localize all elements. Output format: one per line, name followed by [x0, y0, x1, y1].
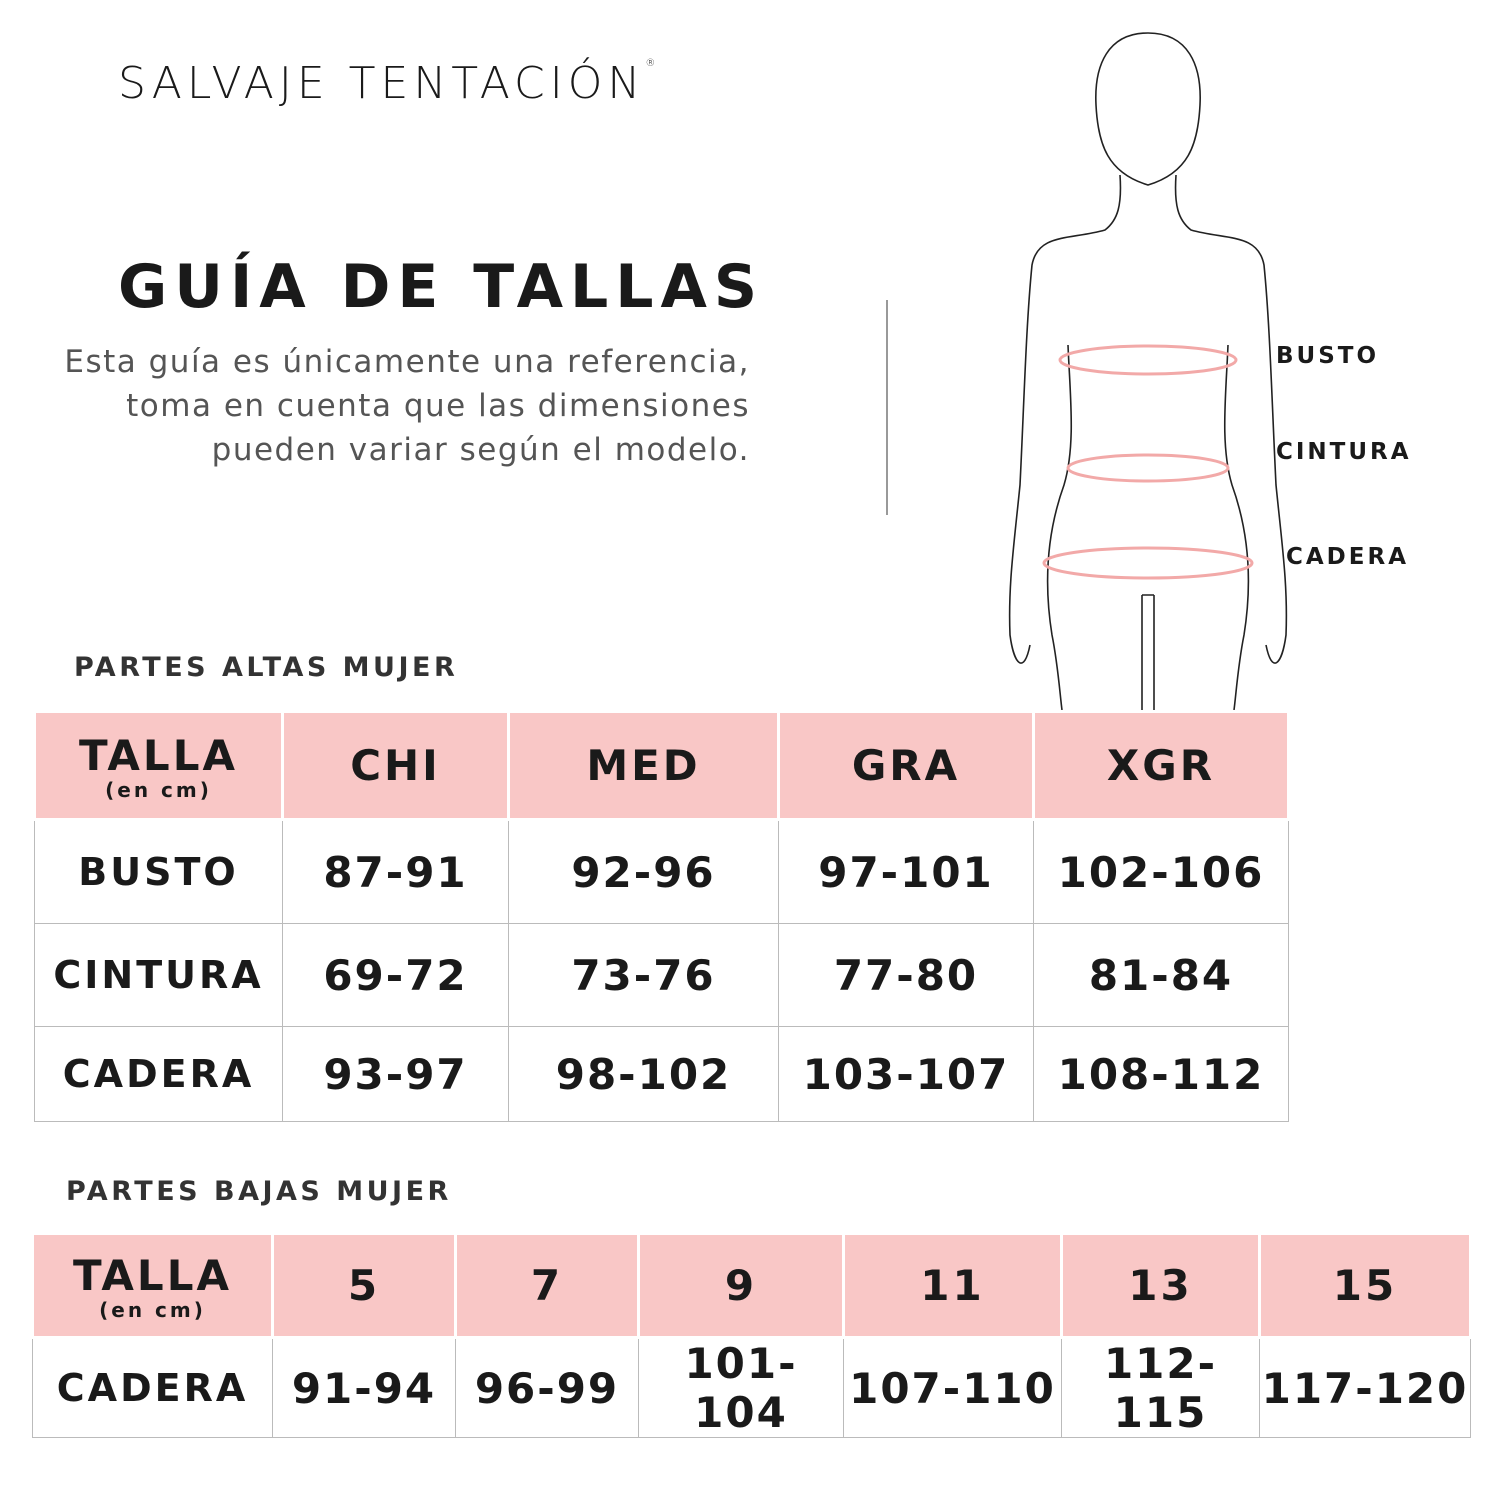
column-header: 13 — [1060, 1232, 1261, 1339]
description: Esta guía es únicamente una referencia, … — [64, 344, 750, 468]
table-cell: 73-76 — [508, 923, 779, 1027]
page-title: GUÍA DE TALLAS — [118, 252, 765, 322]
row-label: CADERA — [34, 1026, 283, 1122]
table-cell: 108-112 — [1033, 1026, 1289, 1122]
brand-name: SALVAJE TENTACIÓN — [118, 58, 646, 109]
table-header-row: TALLA (en cm) CHI MED GRA XGR — [33, 710, 1290, 821]
upper-section-title: PARTES ALTAS MUJER — [74, 652, 459, 683]
table-cell: 97-101 — [778, 819, 1034, 924]
table-cell: 91-94 — [272, 1337, 456, 1438]
hip-measure-ring — [1042, 546, 1254, 580]
table-cell: 112-115 — [1061, 1337, 1260, 1438]
table-cell: 92-96 — [508, 819, 779, 924]
column-header: CHI — [281, 710, 510, 821]
lower-section-title: PARTES BAJAS MUJER — [66, 1176, 452, 1207]
table-cell: 98-102 — [508, 1026, 779, 1122]
column-header: 11 — [842, 1232, 1063, 1339]
table-row: BUSTO 87-91 92-96 97-101 102-106 — [34, 819, 1289, 924]
column-header: 15 — [1258, 1232, 1472, 1339]
registered-mark: ® — [645, 58, 656, 69]
table-cell: 102-106 — [1033, 819, 1289, 924]
divider — [886, 300, 888, 515]
table-row: CADERA 91-94 96-99 101-104 107-110 112-1… — [32, 1337, 1471, 1438]
table-header-row: TALLA (en cm) 5 7 9 11 13 15 — [31, 1232, 1472, 1339]
table-cell: 101-104 — [638, 1337, 844, 1438]
column-header: 5 — [271, 1232, 457, 1339]
table-cell: 93-97 — [282, 1026, 509, 1122]
table-cell: 69-72 — [282, 923, 509, 1027]
table-cell: 87-91 — [282, 819, 509, 924]
table-cell: 117-120 — [1259, 1337, 1471, 1438]
talla-label: TALLA — [79, 731, 238, 780]
table-cell: 81-84 — [1033, 923, 1289, 1027]
column-header: MED — [507, 710, 780, 821]
lower-size-table: TALLA (en cm) 5 7 9 11 13 15 CADERA 91-94… — [31, 1232, 1472, 1438]
waist-measure-ring — [1066, 453, 1230, 483]
column-header: XGR — [1032, 710, 1290, 821]
figure-label-cintura: CINTURA — [1276, 439, 1412, 465]
corner-cell: TALLA (en cm) — [31, 1232, 274, 1339]
talla-label: TALLA — [73, 1251, 232, 1300]
table-cell: 96-99 — [455, 1337, 639, 1438]
table-row: CADERA 93-97 98-102 103-107 108-112 — [34, 1026, 1289, 1122]
unit-label: (en cm) — [105, 778, 212, 802]
table-cell: 107-110 — [843, 1337, 1062, 1438]
table-cell: 103-107 — [778, 1026, 1034, 1122]
body-figure-illustration — [1008, 32, 1288, 711]
row-label: BUSTO — [34, 819, 283, 924]
table-cell: 77-80 — [778, 923, 1034, 1027]
table-row: CINTURA 69-72 73-76 77-80 81-84 — [34, 923, 1289, 1027]
row-label: CINTURA — [34, 923, 283, 1027]
figure-label-cadera: CADERA — [1286, 544, 1409, 570]
column-header: 7 — [454, 1232, 640, 1339]
corner-cell: TALLA (en cm) — [33, 710, 284, 821]
row-label: CADERA — [32, 1337, 273, 1438]
unit-label: (en cm) — [99, 1298, 206, 1322]
figure-label-busto: BUSTO — [1276, 343, 1380, 369]
column-header: 9 — [637, 1232, 845, 1339]
column-header: GRA — [777, 710, 1035, 821]
upper-size-table: TALLA (en cm) CHI MED GRA XGR BUSTO 87-91… — [33, 710, 1290, 1122]
brand-logo: SALVAJE TENTACIÓN® — [118, 58, 655, 109]
bust-measure-ring — [1058, 344, 1238, 376]
